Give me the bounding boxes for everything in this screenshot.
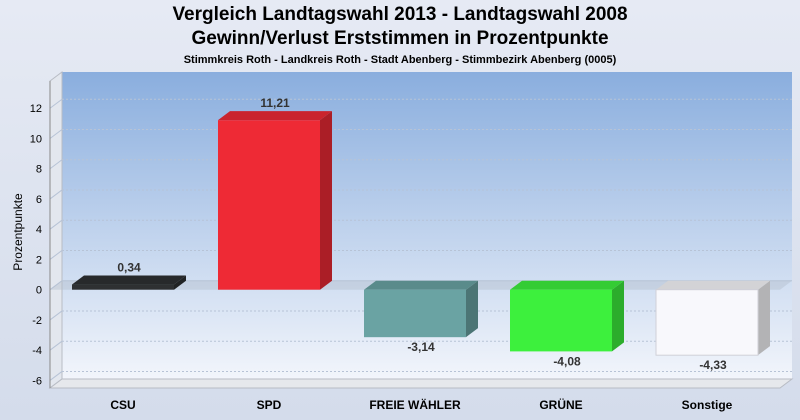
data-label: -3,14	[407, 340, 435, 354]
bar-front	[72, 284, 174, 290]
bar-gr-ne	[510, 280, 624, 352]
bar-top	[510, 280, 624, 290]
bar-top	[656, 280, 770, 290]
y-tick-label: -4	[32, 345, 42, 357]
bar-side	[174, 275, 186, 290]
x-tick-label: GRÜNE	[539, 397, 582, 412]
gridline-side	[49, 250, 63, 260]
x-tick-label: Sonstige	[682, 398, 733, 412]
gridline-side	[49, 310, 63, 321]
gridline-side	[49, 159, 63, 170]
bar-front	[510, 289, 612, 352]
plot-left-wall	[49, 71, 63, 389]
gridline-side	[49, 219, 63, 230]
y-tick-label: 2	[36, 254, 42, 266]
data-label: 0,34	[117, 261, 141, 275]
bar-top	[218, 111, 332, 121]
bar-front	[655, 289, 759, 356]
chart-subtitle-main: Gewinn/Verlust Erststimmen in Prozentpun…	[191, 28, 609, 49]
gridline-side	[49, 129, 63, 139]
bar-side	[758, 280, 770, 356]
data-label: -4,08	[553, 354, 581, 368]
y-tick-label: 8	[36, 164, 42, 176]
data-label: 11,21	[260, 96, 290, 110]
bar-csu	[72, 275, 186, 290]
bar-front	[218, 120, 320, 290]
y-axis-label: Prozentpunkte	[11, 193, 25, 271]
y-tick-label: -2	[32, 315, 42, 327]
x-tick-label: SPD	[257, 398, 282, 412]
chart-subtitle: Stimmkreis Roth - Landkreis Roth - Stadt…	[183, 54, 617, 66]
bar-side	[466, 280, 478, 338]
gridline-side	[49, 98, 63, 109]
y-tick-label: 4	[36, 224, 42, 236]
y-tick-label: -6	[32, 375, 42, 387]
bar-side	[612, 280, 624, 352]
gridline-side	[49, 340, 63, 351]
data-label: -4,33	[699, 358, 727, 372]
gridline-side	[49, 371, 63, 381]
bar-side	[320, 111, 332, 290]
bar-top	[364, 280, 478, 290]
gridline-side	[49, 280, 63, 291]
bar-front	[364, 289, 466, 338]
y-tick-label: 10	[30, 133, 42, 145]
plot-floor	[48, 378, 794, 389]
x-tick-label: CSU	[110, 398, 135, 412]
bar-spd	[218, 111, 332, 290]
bar-sonstige	[655, 280, 770, 356]
x-tick-label: FREIE WÄHLER	[369, 397, 461, 412]
y-tick-label: 6	[36, 194, 42, 206]
y-tick-label: 0	[36, 285, 42, 297]
y-tick-label: 12	[30, 103, 42, 115]
gridline-side	[49, 189, 63, 200]
bar-top	[72, 275, 186, 285]
chart-title: Vergleich Landtagswahl 2013 - Landtagswa…	[172, 4, 628, 25]
bar-freie-w-hler	[364, 280, 478, 338]
